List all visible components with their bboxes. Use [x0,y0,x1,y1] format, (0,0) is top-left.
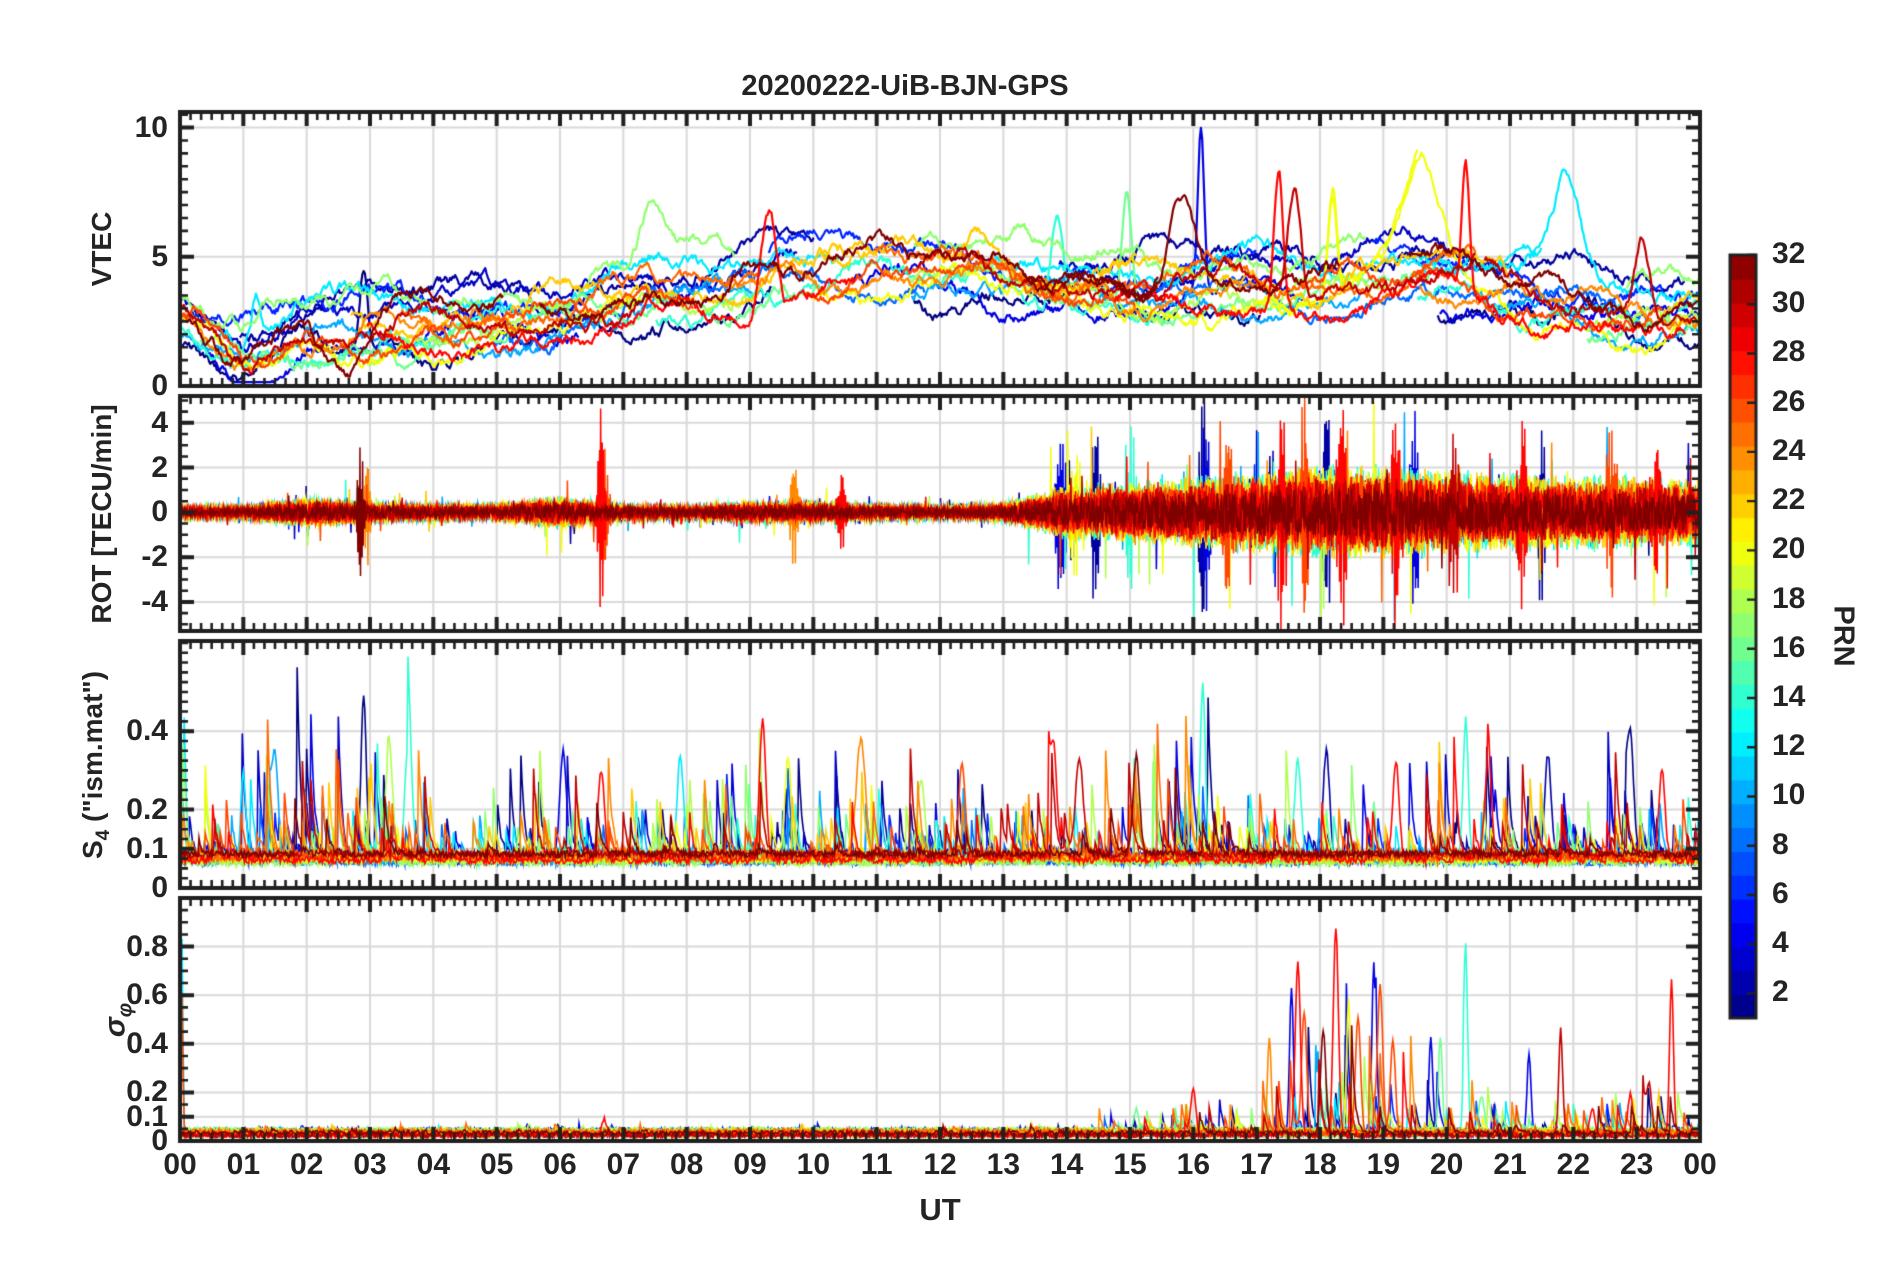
x-tick-label: 03 [353,1148,387,1181]
x-tick-label: 17 [1239,1148,1274,1181]
colorbar-tick-label: 8 [1772,827,1789,861]
y-tick-label-panel1: 10 [134,110,168,144]
x-tick-label: 10 [796,1148,831,1181]
y-tick-label-panel2: -4 [141,584,168,618]
y-tick-label-panel4: 0.1 [126,1099,168,1133]
x-tick-label: 05 [479,1148,514,1181]
x-tick-label: 09 [733,1148,767,1181]
colorbar-tick-label: 12 [1772,729,1806,763]
colorbar-tick-label: 30 [1772,286,1806,320]
chart-title: 20200222-UiB-BJN-GPS [741,70,1069,102]
x-tick-label: 07 [606,1148,641,1181]
y-tick-label-panel4: 0 [151,1124,168,1157]
y-tick-label-panel3: 0.4 [126,714,168,748]
colorbar-tick-label: 14 [1772,680,1806,714]
x-tick-label: 20 [1429,1148,1464,1181]
y-tick-label-panel4: 0.8 [126,929,168,963]
x-tick-label: 00 [1683,1148,1717,1181]
colorbar-tick-label: 22 [1772,483,1806,517]
colorbar-tick-label: 2 [1772,975,1789,1009]
y-tick-label-panel2: 0 [151,495,168,529]
x-tick-label: 13 [986,1148,1021,1181]
colorbar-tick-label: 18 [1772,581,1806,615]
colorbar-tick-label: 4 [1772,926,1789,960]
y-tick-label-panel3: 0.1 [126,831,168,865]
y-tick-label-panel4: 0.6 [126,978,168,1012]
x-tick-label: 11 [860,1148,893,1181]
y-tick-label-panel1: 0 [151,369,168,402]
x-tick-label: 02 [289,1148,324,1181]
x-tick-label: 04 [416,1148,451,1181]
colorbar-tick-label: 24 [1772,433,1806,467]
colorbar-tick-label: 16 [1772,630,1806,664]
colorbar-tick-label: 6 [1772,876,1789,910]
x-tick-label: 22 [1556,1148,1591,1181]
colorbar-tick-label: 20 [1772,532,1806,566]
x-tick-label: 21 [1493,1148,1527,1181]
y-tick-label-panel3: 0.2 [126,792,168,826]
x-tick-label: 18 [1303,1148,1337,1181]
x-tick-label: 15 [1113,1148,1147,1181]
x-tick-label: 23 [1619,1148,1654,1181]
y-tick-label-panel2: 2 [151,450,168,484]
y-tick-label-panel2: 4 [151,405,168,439]
colorbar-tick-label: 32 [1772,237,1806,270]
x-tick-label: 12 [923,1148,957,1181]
x-axis-label: UT [919,1192,961,1227]
x-tick-label: 08 [669,1148,704,1181]
colorbar-tick-label: 10 [1772,778,1806,812]
colorbar-label: PRN [1827,605,1860,667]
y-tick-label-panel4: 0.4 [126,1026,168,1060]
y-tick-label-panel2: -2 [141,540,168,574]
colorbar-tick-label: 28 [1772,335,1806,369]
y-tick-label-panel3: 0 [151,871,168,904]
x-tick-label: 19 [1366,1148,1401,1181]
x-tick-label: 14 [1049,1148,1084,1181]
x-tick-label: 00 [163,1148,197,1181]
y-tick-label-panel4: 0.2 [126,1075,168,1109]
x-tick-label: 01 [226,1148,261,1181]
colorbar-tick-label: 26 [1772,384,1806,418]
x-tick-label: 06 [543,1148,577,1181]
y-tick-label-panel1: 5 [151,239,168,273]
x-tick-label: 16 [1176,1148,1211,1181]
